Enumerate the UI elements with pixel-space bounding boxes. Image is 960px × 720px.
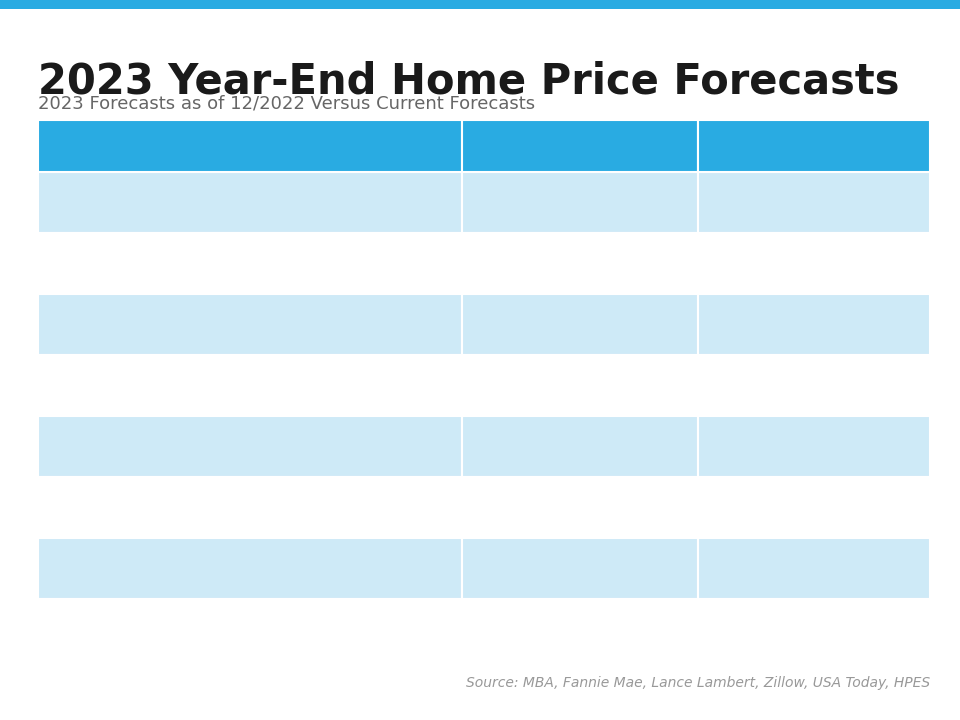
Bar xyxy=(462,599,698,660)
Text: 6%: 6% xyxy=(800,376,828,395)
Text: 2023 Year-End Home Price Forecasts: 2023 Year-End Home Price Forecasts xyxy=(38,60,900,102)
Text: -15 to -20%: -15 to -20% xyxy=(525,376,635,395)
Bar xyxy=(38,120,462,172)
Text: Zillow: Zillow xyxy=(52,437,107,456)
Text: Home Price Expectation Survey: Home Price Expectation Survey xyxy=(52,620,348,639)
Bar xyxy=(462,294,698,355)
Text: 2023 Forecasts as of 12/2022 Versus Current Forecasts: 2023 Forecasts as of 12/2022 Versus Curr… xyxy=(38,95,535,113)
Bar xyxy=(698,477,930,538)
Text: Current Forecast: Current Forecast xyxy=(729,137,900,155)
Text: -1.5%: -1.5% xyxy=(553,254,607,273)
Text: 0.0%: 0.0% xyxy=(790,315,838,334)
Text: Mortgage Bankers Association: Mortgage Bankers Association xyxy=(52,193,336,212)
Text: Wells Fargo: Wells Fargo xyxy=(52,498,158,517)
Text: Fannie Mae: Fannie Mae xyxy=(52,254,158,273)
Bar xyxy=(38,416,462,477)
Bar xyxy=(38,233,462,294)
Text: Original Forecast: Original Forecast xyxy=(493,137,666,155)
Bar xyxy=(462,120,698,172)
Text: 5.5%: 5.5% xyxy=(790,437,838,456)
Text: Morgan Stanley: Morgan Stanley xyxy=(52,315,199,334)
Bar xyxy=(38,599,462,660)
Bar xyxy=(38,477,462,538)
Text: -0.6%: -0.6% xyxy=(553,193,607,212)
Text: 1.8%: 1.8% xyxy=(790,559,838,578)
Bar xyxy=(462,477,698,538)
Text: Source: MBA, Fannie Mae, Lance Lambert, Zillow, USA Today, HPES: Source: MBA, Fannie Mae, Lance Lambert, … xyxy=(466,676,930,690)
Text: -0.7%: -0.7% xyxy=(553,437,607,456)
Bar xyxy=(462,416,698,477)
Text: Goldman Sachs: Goldman Sachs xyxy=(52,559,198,578)
Bar xyxy=(698,355,930,416)
Bar xyxy=(0,0,960,9)
Bar xyxy=(462,355,698,416)
Bar xyxy=(698,172,930,233)
Text: 0.0%: 0.0% xyxy=(790,193,838,212)
Bar xyxy=(698,538,930,599)
Text: -2.04%: -2.04% xyxy=(547,620,612,639)
Text: American Enterprise Institute: American Enterprise Institute xyxy=(52,376,328,395)
Bar xyxy=(698,233,930,294)
Bar xyxy=(38,355,462,416)
Text: 3.9%: 3.9% xyxy=(790,254,838,273)
Text: -5 to 10%: -5 to 10% xyxy=(535,559,625,578)
Text: -5.5%: -5.5% xyxy=(553,498,607,517)
Bar xyxy=(38,294,462,355)
Bar xyxy=(698,416,930,477)
Bar xyxy=(38,172,462,233)
Bar xyxy=(38,538,462,599)
Text: 2.2%: 2.2% xyxy=(790,498,838,517)
Bar xyxy=(698,120,930,172)
Bar xyxy=(462,538,698,599)
Text: 3.32%: 3.32% xyxy=(784,620,844,639)
Bar xyxy=(462,172,698,233)
Text: -4%: -4% xyxy=(562,315,598,334)
Bar xyxy=(698,599,930,660)
Bar xyxy=(698,294,930,355)
Text: Entity: Entity xyxy=(52,137,112,155)
Bar xyxy=(462,233,698,294)
